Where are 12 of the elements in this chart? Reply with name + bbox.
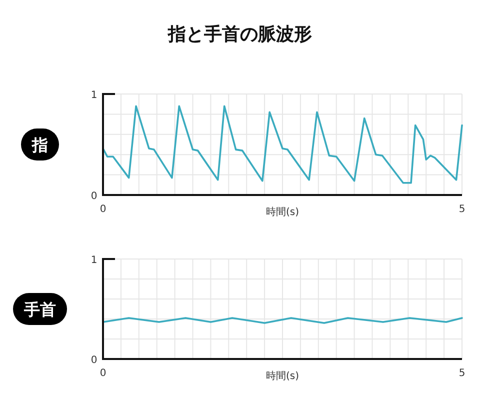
y-axis-title: 手首 [23, 300, 56, 319]
x-axis-title: 時間(s) [266, 206, 300, 218]
line-series [102, 105, 463, 184]
y-tick-label: 0 [90, 191, 98, 202]
y-tick-label: 1 [90, 255, 98, 266]
chart-title: 指と手首の脈波形 [167, 24, 312, 45]
x-axis-title: 時間(s) [266, 370, 300, 382]
x-tick-label: 5 [458, 368, 466, 379]
y-tick-label: 1 [90, 90, 98, 101]
y-tick-label: 0 [90, 355, 98, 366]
y-axis-title: 指 [31, 136, 48, 154]
x-tick-label: 5 [458, 204, 466, 215]
